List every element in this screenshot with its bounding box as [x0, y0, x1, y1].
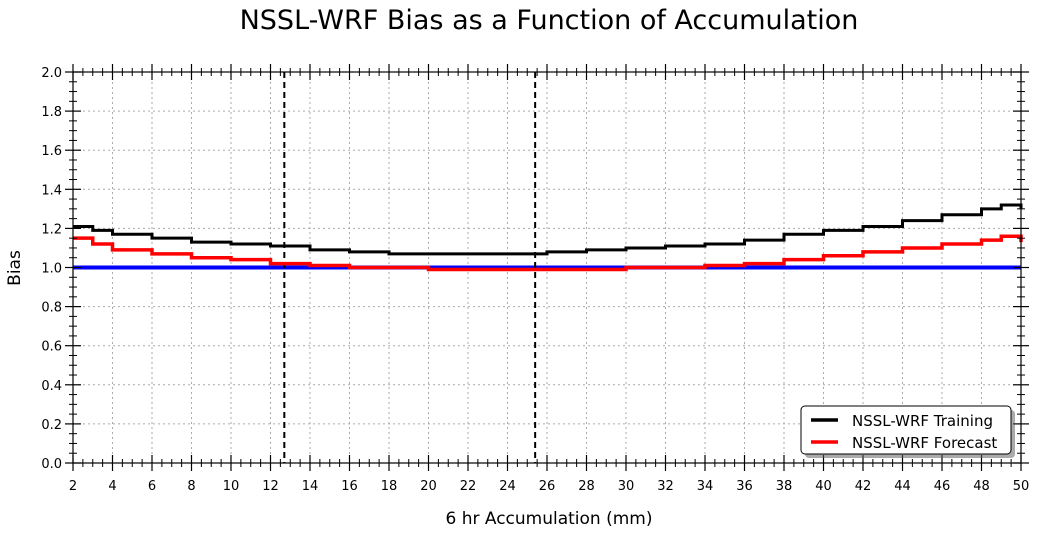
y-tick-label: 0.0: [41, 457, 62, 472]
x-tick-label: 48: [973, 479, 990, 494]
y-tick-labels: 0.0 0.2 0.4 0.6 0.8 1.0 1.2 1.4 1.6 1.8 2.0: [41, 66, 62, 472]
x-tick-label: 8: [187, 479, 195, 494]
y-tick-label: 1.8: [41, 105, 62, 120]
x-axis-label: 6 hr Accumulation (mm): [445, 509, 652, 529]
y-axis-label: Bias: [5, 250, 25, 286]
x-tick-label: 42: [855, 479, 872, 494]
legend-label-training: NSSL-WRF Training: [852, 412, 993, 430]
x-tick-label: 50: [1013, 479, 1030, 494]
y-tick-label: 0.8: [41, 301, 62, 316]
x-tick-label: 24: [499, 479, 516, 494]
x-tick-label: 16: [341, 479, 358, 494]
x-tick-label: 34: [697, 479, 714, 494]
x-tick-label: 40: [815, 479, 832, 494]
y-tick-label: 1.2: [41, 222, 62, 237]
x-tick-label: 28: [578, 479, 595, 494]
x-tick-label: 44: [894, 479, 911, 494]
y-tick-label: 0.6: [41, 340, 62, 355]
legend-box: [800, 405, 1012, 455]
y-tick-label: 2.0: [41, 66, 62, 81]
x-tick-label: 26: [539, 479, 556, 494]
y-tick-label: 1.6: [41, 144, 62, 159]
x-tick-label: 32: [657, 479, 674, 494]
x-tick-label: 22: [460, 479, 477, 494]
y-tick-label: 0.2: [41, 418, 62, 433]
x-tick-label: 30: [618, 479, 635, 494]
x-tick-label: 2: [69, 479, 77, 494]
x-tick-label: 6: [148, 479, 156, 494]
axis-ticks: [65, 64, 1029, 471]
y-tick-label: 1.4: [41, 183, 62, 198]
x-tick-label: 46: [934, 479, 951, 494]
x-tick-labels: 2 4 6 8 10 12 14 16 18 20 22 24 26 28 30 32 34 36 38 40 42 44…: [69, 479, 1029, 494]
x-tick-label: 18: [381, 479, 398, 494]
series-line-training: [73, 203, 1023, 256]
y-tick-label: 1.0: [41, 262, 62, 277]
chart-title: NSSL-WRF Bias as a Function of Accumulat…: [240, 5, 859, 36]
x-tick-label: 4: [108, 479, 116, 494]
y-tick-label: 0.4: [41, 379, 62, 394]
x-tick-label: 14: [302, 479, 319, 494]
x-tick-label: 36: [736, 479, 753, 494]
x-tick-label: 12: [262, 479, 279, 494]
vertical-lines: [283, 72, 537, 463]
x-tick-label: 20: [420, 479, 437, 494]
x-tick-label: 10: [223, 479, 240, 494]
legend-label-forecast: NSSL-WRF Forecast: [852, 434, 997, 452]
x-tick-label: 38: [776, 479, 793, 494]
legend: NSSL-WRF Training NSSL-WRF Forecast: [800, 405, 1015, 458]
